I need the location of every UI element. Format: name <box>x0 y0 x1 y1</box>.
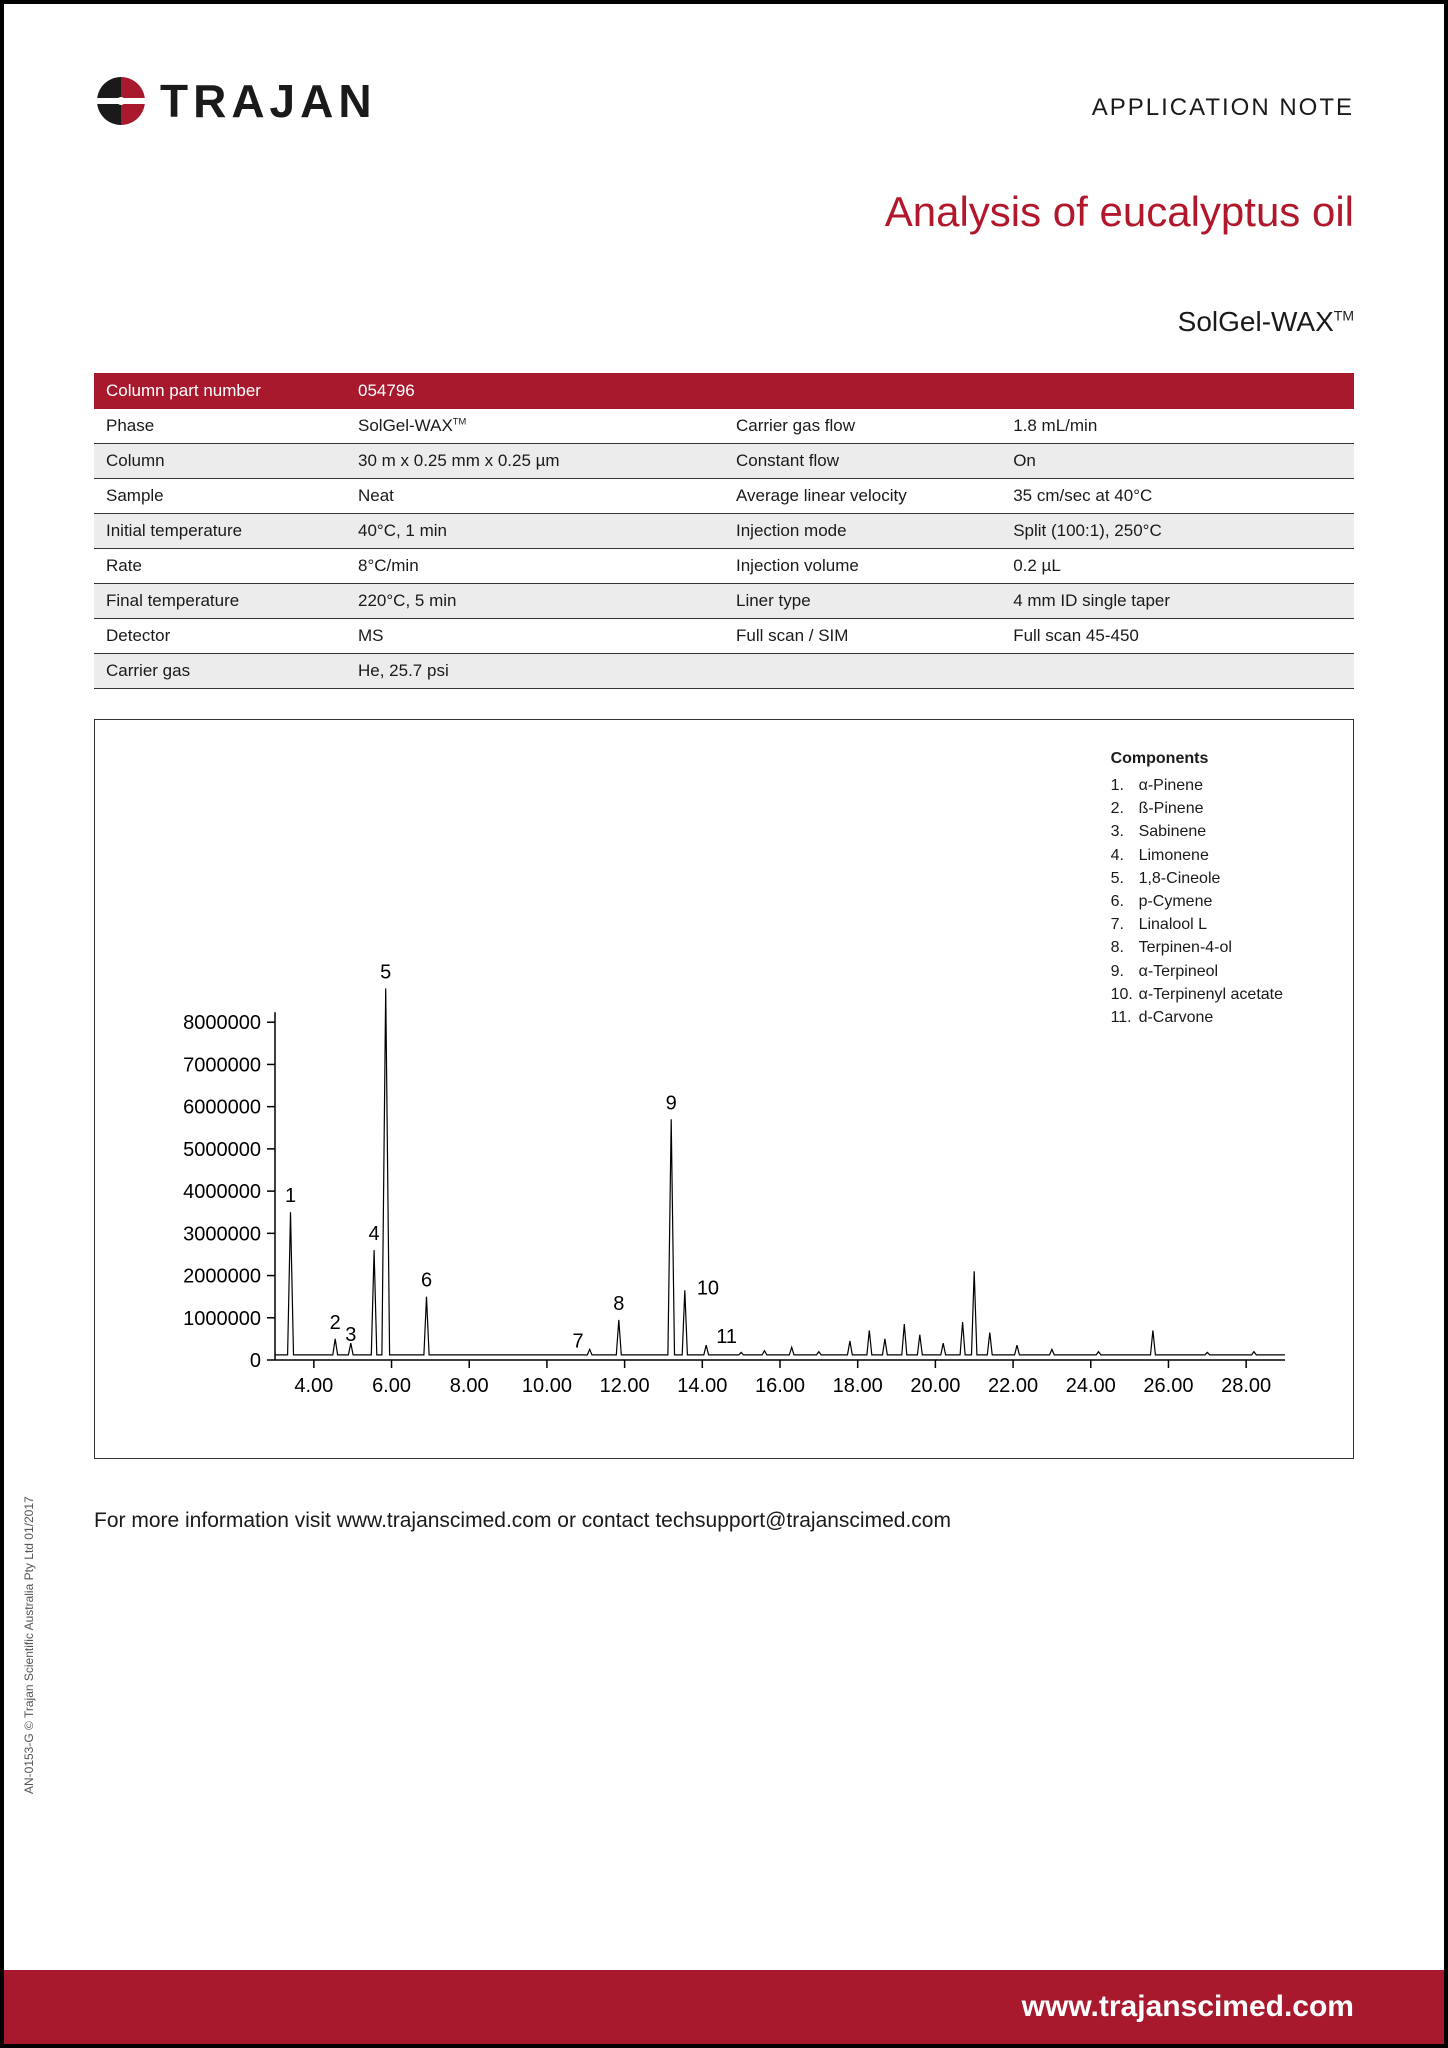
components-title: Components <box>1111 750 1283 768</box>
svg-text:11: 11 <box>716 1326 737 1348</box>
svg-text:28.00: 28.00 <box>1221 1375 1271 1397</box>
table-row: DetectorMSFull scan / SIMFull scan 45-45… <box>94 619 1354 654</box>
table-row: SampleNeatAverage linear velocity35 cm/s… <box>94 479 1354 514</box>
table-row: Column30 m x 0.25 mm x 0.25 µmConstant f… <box>94 444 1354 479</box>
list-item: Linalool L <box>1111 913 1283 936</box>
svg-text:6000000: 6000000 <box>183 1097 261 1119</box>
list-item: d-Carvone <box>1111 1006 1283 1029</box>
svg-text:4: 4 <box>368 1223 379 1245</box>
components-list: α-Pineneß-PineneSabineneLimonene1,8-Cine… <box>1111 774 1283 1029</box>
svg-text:14.00: 14.00 <box>677 1375 727 1397</box>
svg-text:20.00: 20.00 <box>910 1375 960 1397</box>
side-credit: AN-0153-G © Trajan Scientific Australia … <box>22 1496 36 1794</box>
trajan-logo-icon <box>94 74 148 128</box>
list-item: Sabinene <box>1111 820 1283 843</box>
svg-text:8: 8 <box>613 1293 624 1315</box>
chromatogram-chart: 0 1000000 2000000 3000000 4000000 5000000 6000… <box>94 719 1354 1459</box>
svg-text:10: 10 <box>697 1277 719 1299</box>
list-item: α-Pinene <box>1111 774 1283 797</box>
params-header-row: Column part number 054796 <box>94 373 1354 409</box>
svg-text:16.00: 16.00 <box>755 1375 805 1397</box>
svg-text:22.00: 22.00 <box>988 1375 1038 1397</box>
svg-text:9: 9 <box>666 1092 677 1114</box>
list-item: 1,8-Cineole <box>1111 867 1283 890</box>
table-row: Initial temperature40°C, 1 minInjection … <box>94 514 1354 549</box>
list-item: Terpinen-4-ol <box>1111 936 1283 959</box>
svg-text:12.00: 12.00 <box>600 1375 650 1397</box>
list-item: p-Cymene <box>1111 890 1283 913</box>
svg-text:5: 5 <box>380 961 391 983</box>
list-item: α-Terpineol <box>1111 960 1283 983</box>
svg-text:6: 6 <box>421 1270 432 1292</box>
svg-text:24.00: 24.00 <box>1066 1375 1116 1397</box>
svg-text:6.00: 6.00 <box>372 1375 411 1397</box>
svg-text:10.00: 10.00 <box>522 1375 572 1397</box>
document-type: APPLICATION NOTE <box>1092 94 1354 122</box>
parameters-table: Column part number 054796 PhaseSolGel-WA… <box>94 373 1354 689</box>
svg-text:4.00: 4.00 <box>294 1375 333 1397</box>
table-row: Rate8°C/minInjection volume0.2 µL <box>94 549 1354 584</box>
header-label: Column part number <box>94 373 346 409</box>
svg-text:0: 0 <box>250 1350 261 1372</box>
bottom-bar: www.trajanscimed.com <box>4 1970 1444 2044</box>
svg-text:26.00: 26.00 <box>1143 1375 1193 1397</box>
svg-text:18.00: 18.00 <box>833 1375 883 1397</box>
svg-text:7: 7 <box>573 1330 584 1352</box>
page: TRAJAN APPLICATION NOTE Analysis of euca… <box>0 0 1448 2048</box>
table-row: PhaseSolGel-WAXTMCarrier gas flow1.8 mL/… <box>94 409 1354 444</box>
table-row: Carrier gasHe, 25.7 psi <box>94 654 1354 689</box>
svg-text:3000000: 3000000 <box>183 1223 261 1245</box>
subtitle-text: SolGel-WAX <box>1178 306 1334 337</box>
list-item: ß-Pinene <box>1111 797 1283 820</box>
header: TRAJAN APPLICATION NOTE <box>94 74 1354 128</box>
brand-name: TRAJAN <box>160 74 377 128</box>
components-legend: Components α-Pineneß-PineneSabineneLimon… <box>1111 750 1283 1029</box>
header-value: 054796 <box>346 373 724 409</box>
svg-text:8000000: 8000000 <box>183 1012 261 1034</box>
content-area: TRAJAN APPLICATION NOTE Analysis of euca… <box>4 4 1444 1533</box>
brand-logo: TRAJAN <box>94 74 377 128</box>
list-item: α-Terpinenyl acetate <box>1111 983 1283 1006</box>
svg-text:2: 2 <box>330 1312 341 1334</box>
svg-text:4000000: 4000000 <box>183 1181 261 1203</box>
svg-text:2000000: 2000000 <box>183 1266 261 1288</box>
svg-text:7000000: 7000000 <box>183 1054 261 1076</box>
svg-text:1000000: 1000000 <box>183 1308 261 1330</box>
website-url: www.trajanscimed.com <box>1022 1990 1354 2024</box>
svg-text:8.00: 8.00 <box>450 1375 489 1397</box>
footer-text: For more information visit www.trajansci… <box>94 1509 1354 1533</box>
svg-text:3: 3 <box>345 1324 356 1346</box>
trademark-symbol: TM <box>1334 308 1354 324</box>
list-item: Limonene <box>1111 844 1283 867</box>
table-row: Final temperature220°C, 5 minLiner type4… <box>94 584 1354 619</box>
page-title: Analysis of eucalyptus oil <box>94 188 1354 236</box>
subtitle: SolGel-WAXTM <box>94 306 1354 338</box>
svg-text:1: 1 <box>285 1185 296 1207</box>
svg-text:5000000: 5000000 <box>183 1139 261 1161</box>
